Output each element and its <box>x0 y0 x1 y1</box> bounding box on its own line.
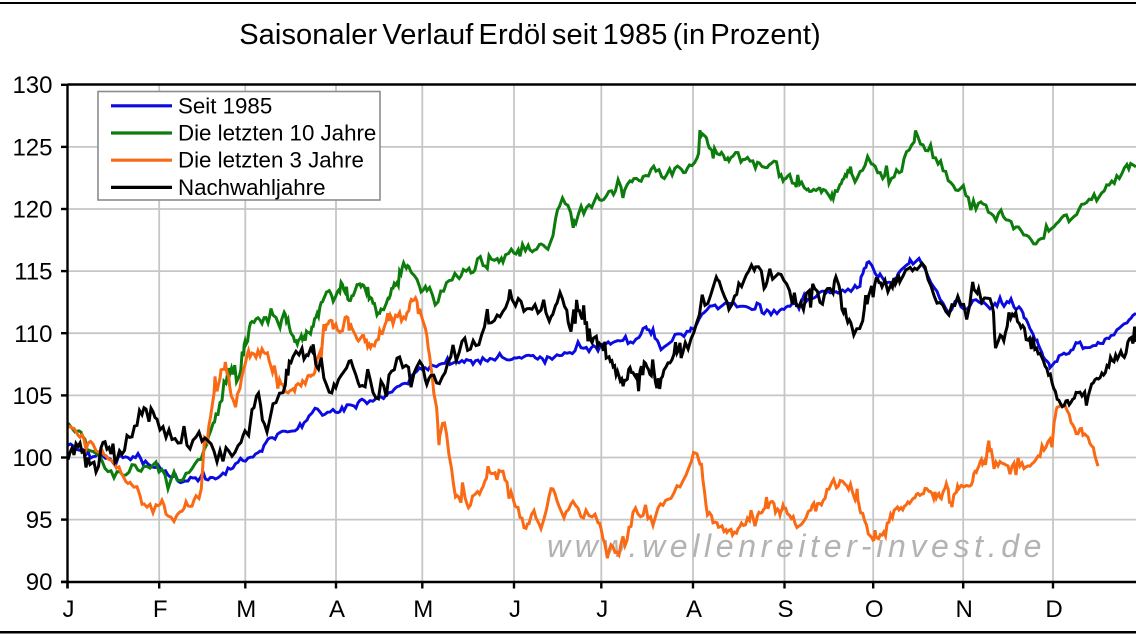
svg-text:J: J <box>509 596 521 623</box>
svg-text:J: J <box>596 596 608 623</box>
svg-text:Die letzten 10 Jahre: Die letzten 10 Jahre <box>178 121 376 146</box>
svg-text:115: 115 <box>14 259 52 286</box>
svg-text:N: N <box>956 596 973 623</box>
svg-text:A: A <box>686 596 702 623</box>
svg-text:M: M <box>413 596 433 623</box>
svg-text:J: J <box>63 596 75 623</box>
svg-text:S: S <box>777 596 793 623</box>
svg-text:Die letzten 3 Jahre: Die letzten 3 Jahre <box>178 148 364 173</box>
svg-text:105: 105 <box>12 383 52 410</box>
svg-text:90: 90 <box>26 569 53 596</box>
svg-text:O: O <box>865 596 884 623</box>
svg-text:110: 110 <box>14 321 52 348</box>
svg-text:A: A <box>329 596 345 623</box>
svg-text:125: 125 <box>12 134 52 161</box>
svg-text:95: 95 <box>26 507 53 534</box>
svg-text:Nachwahljahre: Nachwahljahre <box>178 175 326 200</box>
svg-text:Seit 1985: Seit 1985 <box>178 93 272 118</box>
svg-text:120: 120 <box>12 197 52 224</box>
svg-text:M: M <box>236 596 256 623</box>
svg-text:100: 100 <box>12 445 52 472</box>
svg-text:D: D <box>1045 596 1062 623</box>
svg-text:Saisonaler Verlauf Erdöl seit: Saisonaler Verlauf Erdöl seit 1985 (in P… <box>239 19 821 51</box>
svg-text:130: 130 <box>12 72 52 99</box>
svg-text:F: F <box>153 596 168 623</box>
